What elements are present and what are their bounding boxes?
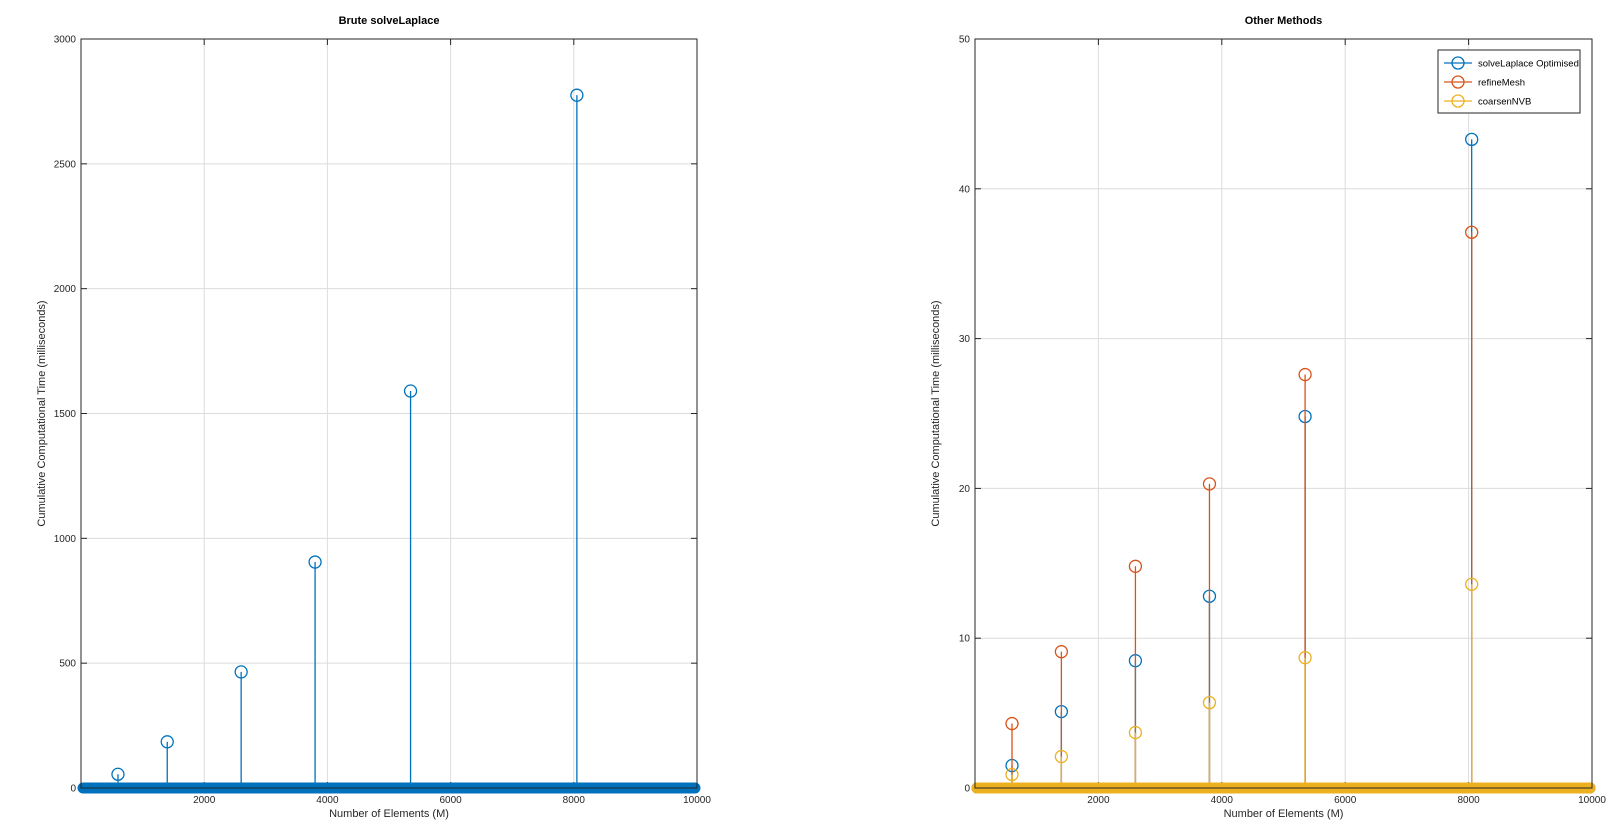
- y-tick-label: 500: [59, 659, 76, 670]
- stem-marker: [1202, 695, 1217, 710]
- legend-marker: [1451, 75, 1465, 89]
- stem-marker: [1298, 367, 1312, 382]
- stem-marker: [1465, 132, 1479, 147]
- y-tick-label: 0: [70, 784, 76, 795]
- x-tick-label: 6000: [439, 795, 462, 806]
- stem-marker: [1298, 651, 1312, 665]
- x-tick-label: 4000: [1211, 795, 1234, 806]
- stem-marker: [160, 735, 174, 749]
- y-tick-label: 10: [959, 634, 971, 645]
- stem-marker: [1202, 477, 1217, 491]
- axes-box: [80, 38, 698, 789]
- x-tick-label: 6000: [1334, 795, 1357, 806]
- y-tick-label: 50: [959, 35, 971, 46]
- legend-label: coarsenNVB: [1478, 97, 1531, 108]
- stem-marker: [1128, 559, 1143, 573]
- x-tick-label: 2000: [1087, 795, 1110, 806]
- x-tick-label: 8000: [1457, 795, 1480, 806]
- legend-marker: [1451, 56, 1465, 70]
- legend-label: solveLaplace Optimised: [1478, 59, 1579, 70]
- y-tick-label: 1500: [54, 409, 77, 420]
- stem-marker: [1465, 577, 1479, 591]
- y-tick-label: 2000: [54, 284, 77, 295]
- stem-marker: [1054, 645, 1069, 659]
- x-tick-label: 10000: [1578, 795, 1606, 806]
- stem-marker: [1005, 767, 1019, 782]
- stem-marker: [1465, 225, 1479, 239]
- stem-marker: [111, 767, 125, 781]
- stem-marker: [403, 384, 418, 398]
- x-tick-label: 2000: [193, 795, 216, 806]
- stem-marker: [570, 88, 584, 102]
- chart-1: 2000 4000 6000 8000 10000 0 500 1000 1500 2000 250…: [36, 15, 711, 820]
- stem-marker: [1128, 725, 1143, 740]
- y-tick-label: 0: [964, 784, 970, 795]
- legend: solveLaplace Optimised refineMesh coarsenN…: [1437, 49, 1581, 114]
- chart-title: Brute solveLaplace: [339, 15, 440, 27]
- y-axis-label: Cumulative Computational Time (milliseco…: [36, 300, 48, 526]
- plot-area: [975, 39, 1592, 788]
- x-tick-label: 4000: [316, 795, 339, 806]
- y-tick-label: 2500: [54, 159, 77, 170]
- y-tick-label: 20: [959, 484, 971, 495]
- y-tick-label: 30: [959, 334, 971, 345]
- chart-title: Other Methods: [1245, 15, 1323, 27]
- stem-marker: [308, 555, 322, 569]
- axes-box: [974, 38, 1593, 789]
- y-tick-label: 3000: [54, 35, 77, 46]
- stem-marker: [234, 665, 248, 679]
- stem-marker: [1005, 716, 1019, 731]
- x-tick-label: 10000: [683, 795, 711, 806]
- x-tick-label: 8000: [563, 795, 586, 806]
- y-tick-label: 1000: [54, 534, 77, 545]
- stem-marker: [1054, 749, 1069, 764]
- y-tick-label: 40: [959, 184, 971, 195]
- x-axis-label: Number of Elements (M): [1224, 808, 1344, 820]
- chart-2: 2000 4000 6000 8000 10000 0 10 20 30 40 50 Other Me…: [930, 15, 1606, 820]
- legend-marker: [1451, 94, 1465, 108]
- y-axis-label: Cumulative Computational Time (milliseco…: [930, 300, 942, 526]
- x-axis-label: Number of Elements (M): [329, 808, 449, 820]
- legend-label: refineMesh: [1478, 78, 1525, 89]
